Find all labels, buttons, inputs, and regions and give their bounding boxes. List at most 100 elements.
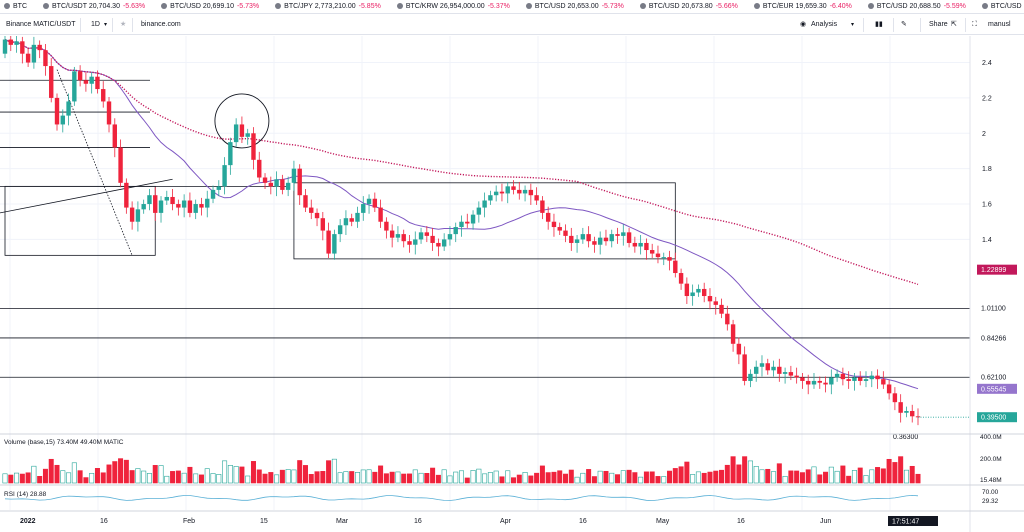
volume-bar bbox=[77, 470, 83, 484]
chevron-down-icon[interactable]: ▾ bbox=[851, 22, 855, 28]
volume-bar bbox=[568, 469, 574, 484]
share-button[interactable]: Share bbox=[929, 21, 948, 28]
volume-bar bbox=[129, 470, 135, 484]
ticker-item[interactable]: BTC/USD 20,653.00 -5.73% bbox=[522, 0, 624, 13]
volume-tick-label: 200.0M bbox=[980, 456, 1002, 463]
fullscreen-icon[interactable]: ⛶ bbox=[972, 21, 977, 28]
volume-bar bbox=[557, 470, 563, 484]
x-tick-label: 15 bbox=[260, 518, 268, 525]
candle-body bbox=[187, 200, 193, 213]
volume-bar bbox=[765, 468, 771, 484]
candle-body bbox=[800, 377, 805, 381]
volume-bar bbox=[875, 467, 881, 484]
layout-icon[interactable]: ▮▮ bbox=[875, 21, 883, 28]
favorite-star-icon[interactable]: ★ bbox=[120, 21, 127, 28]
eye-icon[interactable]: ◉ bbox=[800, 21, 807, 28]
volume-bar bbox=[435, 474, 441, 484]
candle-body bbox=[465, 221, 470, 224]
candle-body bbox=[2, 39, 8, 54]
candle-body bbox=[603, 237, 609, 242]
x-tick-label: Feb bbox=[183, 518, 195, 525]
volume-bar bbox=[100, 472, 106, 484]
candle-body bbox=[886, 384, 892, 394]
volume-bar bbox=[164, 475, 170, 484]
candle-body bbox=[141, 204, 146, 210]
candle-body bbox=[106, 101, 112, 125]
candle-body bbox=[777, 366, 782, 374]
volume-bar bbox=[42, 468, 48, 484]
candle-body bbox=[597, 237, 603, 245]
ticker-item[interactable]: BTC/USD 20,673.80 -5.66% bbox=[636, 0, 738, 13]
volume-bar bbox=[892, 462, 898, 484]
volume-bar bbox=[31, 465, 37, 484]
candle-body bbox=[14, 41, 19, 45]
volume-bar bbox=[222, 460, 228, 484]
volume-bar bbox=[591, 476, 597, 484]
x-tick-label: Mar bbox=[336, 518, 349, 525]
volume-bar bbox=[458, 470, 464, 484]
volume-bar bbox=[499, 476, 505, 484]
volume-bar bbox=[823, 471, 829, 484]
price-label-box bbox=[977, 264, 1017, 275]
ticker-item[interactable]: BTC/KRW 26,954,000.00 -5.37% bbox=[393, 0, 510, 13]
candle-body bbox=[470, 214, 476, 224]
price-chart[interactable]: 2.4 2.2 2 1.8 1.6 1.4 1.22899 1.01100 0.84266 0.6… bbox=[0, 36, 1024, 532]
user-name[interactable]: manusl bbox=[988, 21, 1011, 28]
candle-body bbox=[54, 97, 60, 125]
candle-body bbox=[517, 189, 522, 194]
candle-body bbox=[193, 204, 198, 213]
candle-body bbox=[794, 375, 799, 378]
volume-bar bbox=[511, 477, 517, 484]
ticker-item[interactable]: BTC/USD bbox=[978, 0, 1022, 13]
volume-bar bbox=[476, 468, 482, 484]
symbol-select[interactable]: Binance MATIC/USDT bbox=[6, 21, 76, 28]
volume-bar bbox=[71, 462, 77, 484]
volume-bar bbox=[406, 473, 412, 484]
ticker-item[interactable]: BTC/USDT 20,704.30 -5.63% bbox=[39, 0, 145, 13]
volume-bar bbox=[915, 473, 921, 484]
volume-bar bbox=[886, 458, 892, 484]
candle-body bbox=[205, 198, 210, 208]
volume-bar bbox=[146, 473, 152, 484]
ticker-symbol: BTC/USD 20,673.80 bbox=[648, 3, 713, 10]
candle-body bbox=[545, 212, 551, 222]
volume-bar bbox=[2, 473, 8, 484]
candle-body bbox=[436, 242, 441, 247]
candle-body bbox=[320, 218, 326, 231]
ticker-item[interactable]: BTC/EUR 19,659.30 -6.40% bbox=[750, 0, 852, 13]
volume-bar bbox=[216, 474, 222, 484]
candle-body bbox=[222, 165, 227, 187]
low-price-label: 0.36300 bbox=[893, 434, 918, 441]
volume-bar bbox=[539, 465, 545, 484]
ma-line bbox=[4, 39, 919, 390]
y-tick-label: 1.8 bbox=[982, 166, 992, 173]
candle-body bbox=[153, 195, 158, 213]
candle-body bbox=[678, 273, 684, 284]
volume-bar bbox=[89, 472, 95, 484]
candle-body bbox=[626, 232, 632, 243]
ticker-item[interactable]: BTC/JPY 2,773,210.00 -5.85% bbox=[271, 0, 381, 13]
volume-bar bbox=[181, 472, 187, 484]
analysis-button[interactable]: Analysis bbox=[811, 21, 838, 28]
ticker-item[interactable]: BTC/USD 20,688.50 -5.59% bbox=[864, 0, 966, 13]
volume-bar bbox=[649, 471, 655, 484]
volume-bar bbox=[811, 466, 817, 484]
candle-body bbox=[904, 411, 909, 413]
ticker-item[interactable]: BTC/USD 20,699.10 -5.73% bbox=[157, 0, 259, 13]
ticker-item[interactable]: BTC bbox=[0, 0, 27, 13]
volume-bar bbox=[25, 472, 31, 484]
candle-body bbox=[615, 234, 620, 236]
volume-bar bbox=[487, 472, 493, 484]
volume-bar bbox=[851, 470, 857, 484]
volume-bar bbox=[135, 468, 141, 484]
interval-select[interactable]: 1D bbox=[91, 21, 100, 28]
volume-bar bbox=[597, 470, 603, 484]
ticker-change: -5.66% bbox=[715, 3, 738, 10]
candle-body bbox=[158, 200, 164, 213]
chevron-down-icon[interactable]: ▾ bbox=[104, 22, 108, 28]
coin-icon bbox=[753, 3, 760, 9]
share-icon[interactable]: ⇱ bbox=[951, 21, 957, 28]
volume-legend: Volume (base,15) 73.40M 49.40M MATIC bbox=[4, 439, 124, 446]
price-label: 0.39500 bbox=[981, 415, 1006, 422]
draw-pencil-icon[interactable]: ✎ bbox=[901, 21, 907, 28]
